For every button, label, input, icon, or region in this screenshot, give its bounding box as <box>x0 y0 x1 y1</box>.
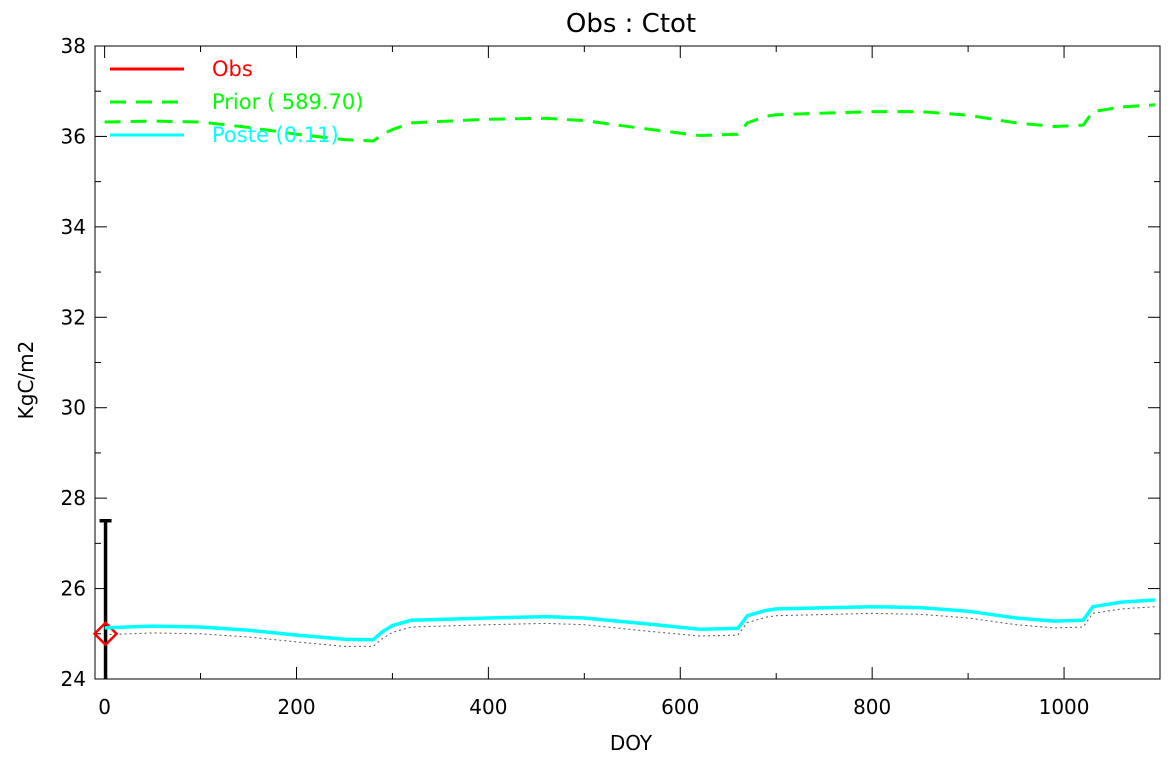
x-tick-label: 400 <box>469 695 507 719</box>
y-tick-label: 30 <box>61 396 86 420</box>
x-tick-label: 200 <box>277 695 315 719</box>
legend-label: Obs <box>212 57 253 81</box>
poste-series-line <box>104 598 1156 642</box>
y-tick-label: 24 <box>61 667 86 691</box>
axis-ticks: 0 200 400 600 800 1000 24 26 28 30 32 34 36 38 <box>61 34 1160 719</box>
legend-label: Prior ( 589.70) <box>212 90 363 114</box>
y-tick-label: 26 <box>61 577 86 601</box>
y-tick-label: 28 <box>61 486 86 510</box>
y-tick-label: 34 <box>61 215 86 239</box>
x-tick-label: 1000 <box>1039 695 1090 719</box>
y-tick-label: 38 <box>61 34 86 58</box>
series-layer <box>92 103 1156 679</box>
x-axis-label: DOY <box>610 731 653 755</box>
obs-point <box>92 621 119 647</box>
legend: Obs Prior ( 589.70) Poste (0.11) <box>110 57 363 147</box>
chart-title: Obs : Ctot <box>566 9 696 39</box>
prior-series-line <box>104 103 1156 143</box>
x-tick-label: 600 <box>661 695 699 719</box>
x-tick-label: 800 <box>853 695 891 719</box>
y-tick-label: 32 <box>61 305 86 329</box>
reference-series-line <box>104 606 1156 647</box>
legend-label: Poste (0.11) <box>212 123 339 147</box>
x-tick-label: 0 <box>98 695 111 719</box>
y-tick-label: 36 <box>61 124 86 148</box>
y-axis-label: KgC/m2 <box>14 341 38 420</box>
